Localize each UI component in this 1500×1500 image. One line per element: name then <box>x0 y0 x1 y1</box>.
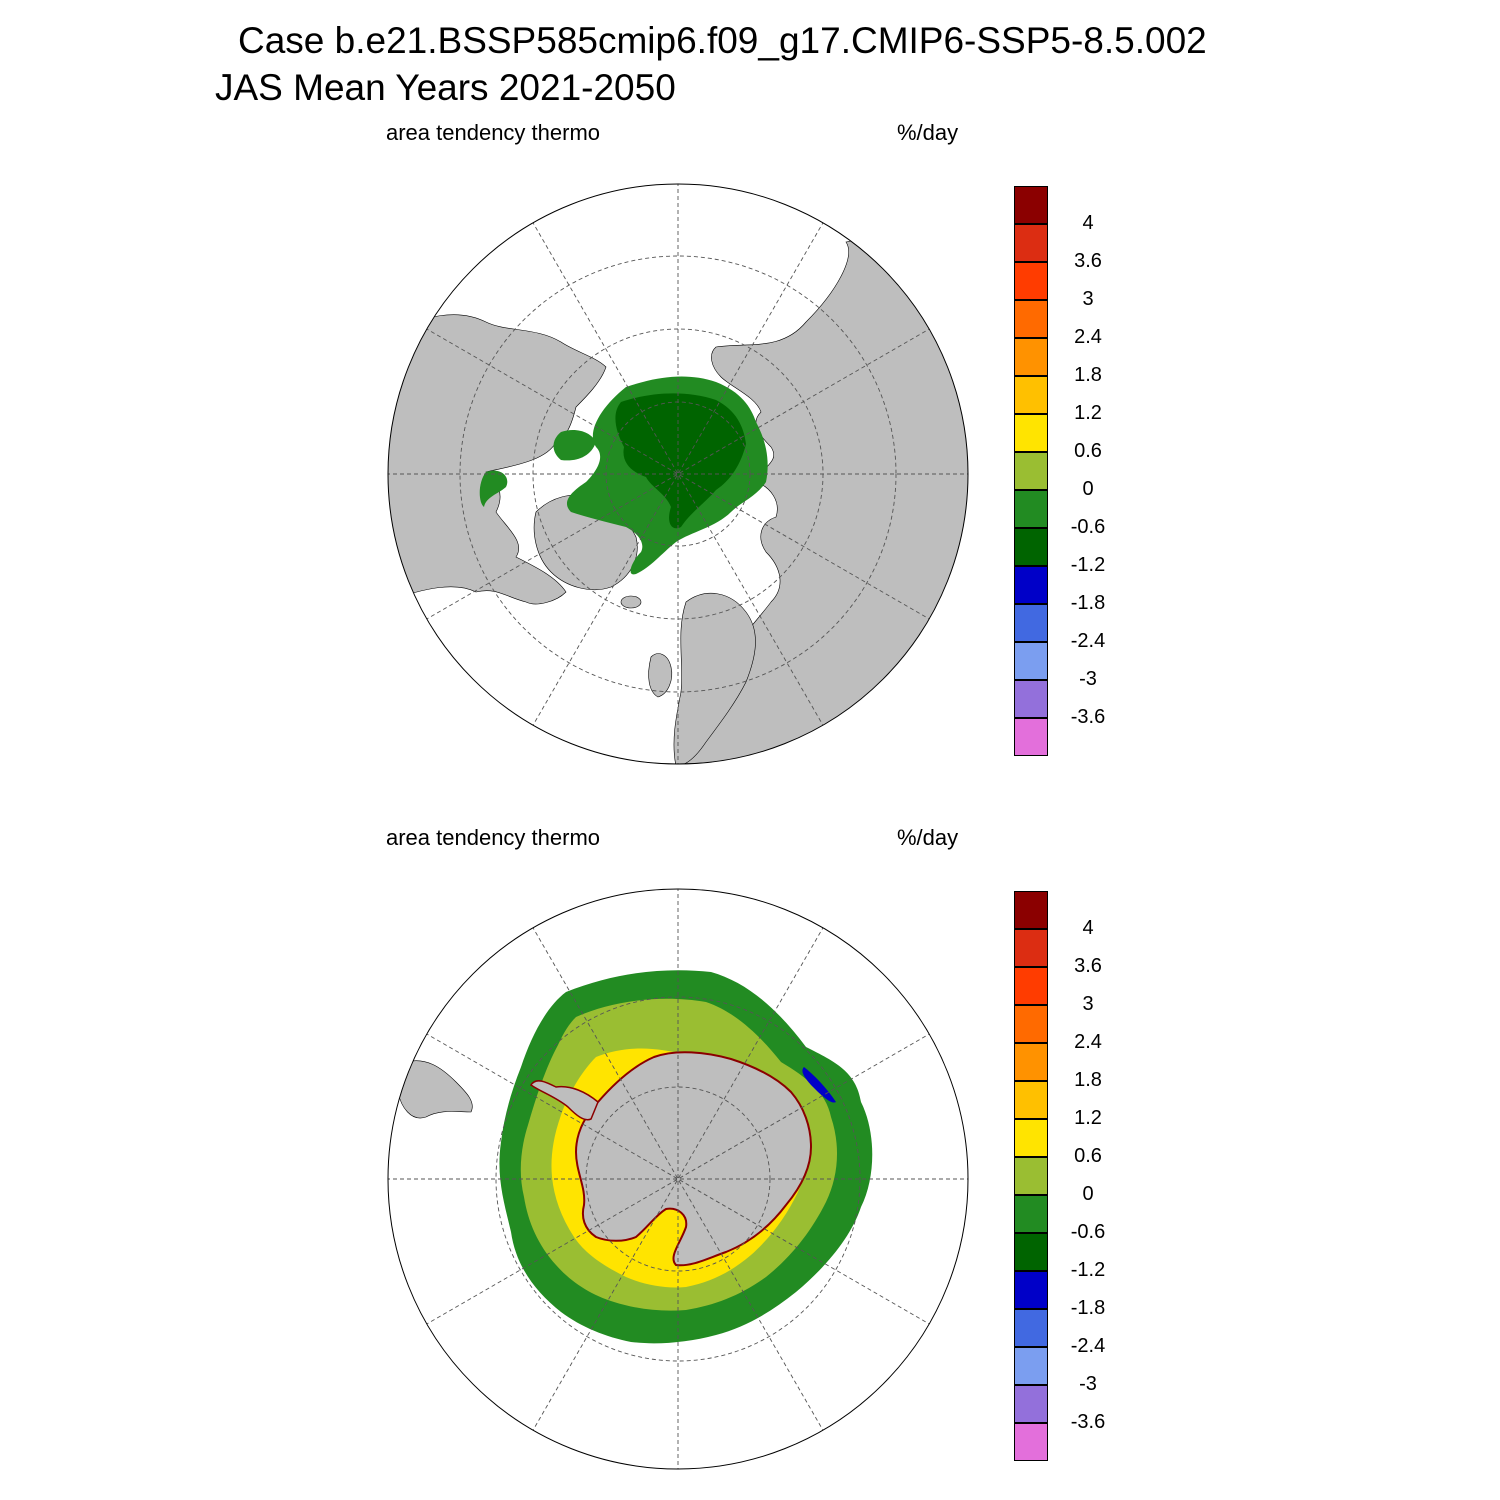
north-colorbar-swatch <box>1014 490 1048 528</box>
north-colorbar-swatch <box>1014 414 1048 452</box>
south-colorbar-swatch <box>1014 1119 1048 1157</box>
north-colorbar-swatch <box>1014 642 1048 680</box>
south-colorbar-tick-label: 1.2 <box>1074 1107 1102 1129</box>
figure-title-period: JAS Mean Years 2021-2050 <box>215 67 676 108</box>
south-colorbar-swatch <box>1014 1005 1048 1043</box>
south-panel-variable-label: area tendency thermo <box>386 825 601 850</box>
north-colorbar-tick-label: 0.6 <box>1074 440 1102 462</box>
south-colorbar-tick-label: 1.8 <box>1074 1069 1102 1091</box>
south-colorbar-tick-label: 0 <box>1082 1183 1094 1205</box>
north-colorbar-swatch <box>1014 338 1048 376</box>
south-colorbar-swatch <box>1014 891 1048 929</box>
north-colorbar-tick-label: -1.8 <box>1070 592 1106 614</box>
north-colorbar-swatch <box>1014 262 1048 300</box>
north-colorbar-tick-label: -1.2 <box>1070 554 1106 576</box>
south-colorbar-tick-label: -3 <box>1079 1373 1097 1395</box>
north-colorbar-swatch <box>1014 718 1048 756</box>
british-isles <box>648 653 673 698</box>
south-colorbar-swatch <box>1014 1309 1048 1347</box>
south-colorbar-tick-label: 3.6 <box>1074 955 1102 977</box>
south-colorbar-tick-label: -0.6 <box>1070 1221 1106 1243</box>
south-colorbar-swatch <box>1014 1385 1048 1423</box>
north-colorbar-swatch <box>1014 186 1048 224</box>
south-colorbar-swatch <box>1014 929 1048 967</box>
south-colorbar-swatch <box>1014 1157 1048 1195</box>
north-colorbar-swatch <box>1014 604 1048 642</box>
north-panel-units-label: %/day <box>897 120 959 145</box>
north-colorbar-tick-label: -2.4 <box>1070 630 1106 652</box>
iceland-island <box>620 595 642 609</box>
south-colorbar-tick-label: -3.6 <box>1070 1411 1106 1433</box>
north-colorbar-tick-label: -3.6 <box>1070 706 1106 728</box>
north-colorbar-swatch <box>1014 376 1048 414</box>
south-colorbar-swatch <box>1014 1043 1048 1081</box>
south-colorbar-tick-label: 0.6 <box>1074 1145 1102 1167</box>
south-colorbar-swatch <box>1014 1271 1048 1309</box>
south-colorbar-swatch <box>1014 967 1048 1005</box>
north-colorbar-swatch <box>1014 680 1048 718</box>
north-colorbar-tick-label: 1.8 <box>1074 364 1102 386</box>
north-colorbar-tick-label: -0.6 <box>1070 516 1106 538</box>
north-colorbar-tick-label: 2.4 <box>1074 326 1102 348</box>
south-map-border <box>387 888 969 1470</box>
arctic-ice-core <box>615 393 746 529</box>
south-polar-map <box>387 888 969 1470</box>
south-colorbar-tick-label: 2.4 <box>1074 1031 1102 1053</box>
north-colorbar-swatch <box>1014 528 1048 566</box>
north-colorbar-swatch <box>1014 452 1048 490</box>
south-colorbar-swatch <box>1014 1081 1048 1119</box>
north-colorbar-swatch <box>1014 566 1048 604</box>
north-colorbar-swatch <box>1014 224 1048 262</box>
negative-tendency-patch <box>802 1067 836 1103</box>
north-polar-map <box>387 183 969 765</box>
figure-title-case: Case b.e21.BSSP585cmip6.f09_g17.CMIP6-SS… <box>238 20 1207 61</box>
north-colorbar-tick-label: 3 <box>1082 288 1094 310</box>
north-colorbar-tick-label: -3 <box>1079 668 1097 690</box>
north-map-border <box>387 183 969 765</box>
south-panel-units-label: %/day <box>897 825 959 850</box>
north-colorbar-tick-label: 0 <box>1082 478 1094 500</box>
antarctica-landmass <box>574 1051 813 1267</box>
north-colorbar-tick-label: 1.2 <box>1074 402 1102 424</box>
south-colorbar-tick-label: 4 <box>1082 917 1094 939</box>
north-colorbar-tick-label: 3.6 <box>1074 250 1102 272</box>
south-colorbar-tick-label: 3 <box>1082 993 1094 1015</box>
north-america-landmass <box>388 314 607 605</box>
south-colorbar-swatch <box>1014 1347 1048 1385</box>
south-colorbar-swatch <box>1014 1423 1048 1461</box>
hudson-bay-ice <box>479 470 508 507</box>
antarctic-peninsula <box>529 1080 599 1121</box>
canadian-archipelago-ice <box>553 430 596 461</box>
south-colorbar-tick-label: -1.8 <box>1070 1297 1106 1319</box>
north-colorbar-swatch <box>1014 300 1048 338</box>
north-colorbar-tick-label: 4 <box>1082 212 1094 234</box>
south-colorbar-tick-label: -1.2 <box>1070 1259 1106 1281</box>
south-colorbar-tick-label: -2.4 <box>1070 1335 1106 1357</box>
south-graticule <box>388 889 968 1469</box>
north-panel-variable-label: area tendency thermo <box>386 120 601 145</box>
south-colorbar-swatch <box>1014 1233 1048 1271</box>
north-graticule <box>388 184 968 764</box>
south-colorbar-swatch <box>1014 1195 1048 1233</box>
